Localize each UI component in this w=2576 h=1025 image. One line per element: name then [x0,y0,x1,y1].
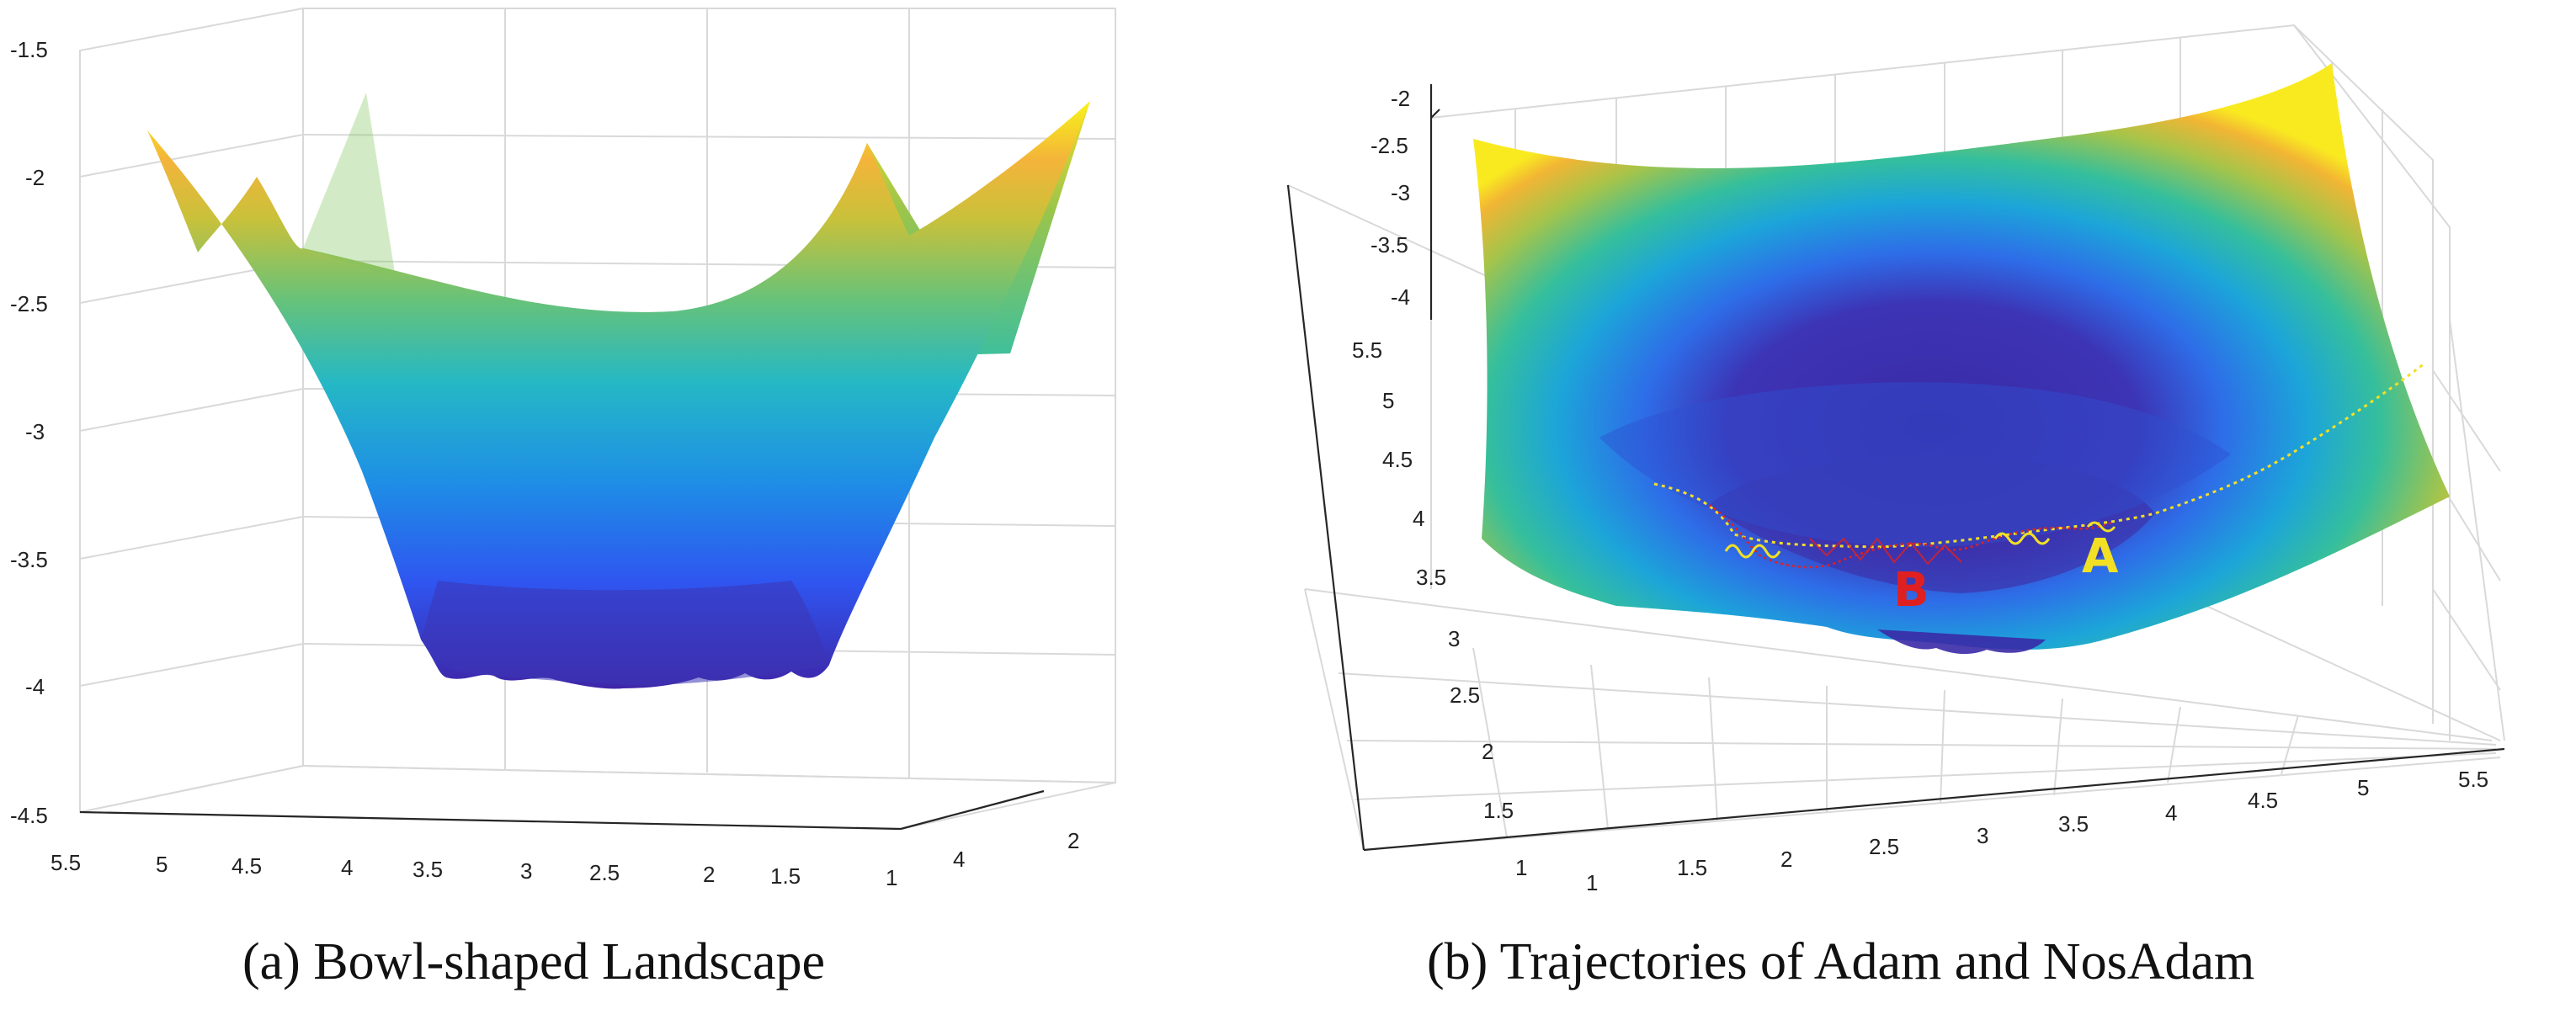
x-tick-label: 3 [520,858,532,884]
x-tick-label: 2 [1780,847,1792,872]
y-tick-label: 2 [1482,739,1493,764]
axes-a [79,789,1045,831]
x-tick-label: 1 [1586,870,1598,895]
z-tick-label: -2.5 [1370,133,1408,158]
z-tick-label: -3.5 [10,547,48,572]
chart-b: A B -2 -2.5 -3 -3.5 -4 5.5 5 4.5 4 3.5 3… [1237,0,2576,1025]
x-tick-label: 1 [886,865,897,890]
x-ticks-b: 1 1.5 2 2.5 3 3.5 4 4.5 5 5.5 [1586,767,2488,895]
z-tick-label: -3 [1391,180,1410,205]
surface-a [147,93,1090,689]
z-tick-label: -3.5 [1370,232,1408,258]
y-tick-label: 2.5 [1450,682,1480,708]
z-tick-label: -1.5 [10,37,48,62]
trajectory-adam [1708,503,2114,569]
y-ticks-b: 5.5 5 4.5 4 3.5 3 2.5 2 1.5 1 [1352,337,1527,880]
x-tick-label: 5 [156,852,168,877]
z-ticks-a: -1.5 -2 -2.5 -3 -3.5 -4 -4.5 [10,37,48,828]
y-ticks-a: 4 2 [953,828,1079,872]
trajectory-adam-osc [1809,537,1962,566]
x-tick-label: 4.5 [232,853,262,879]
chart-b-svg: A B -2 -2.5 -3 -3.5 -4 5.5 5 4.5 4 3.5 3… [1286,24,2505,895]
y-tick-label: 4.5 [1382,447,1413,472]
z-tick-label: -2 [25,165,45,190]
x-tick-label: 5.5 [2458,767,2488,792]
x-tick-label: 4 [341,855,353,880]
x-tick-label: 3.5 [412,857,443,882]
x-tick-label: 3.5 [2058,811,2089,836]
y-tick-label: 1 [1515,855,1527,880]
surface-b [1473,63,2450,655]
x-tick-label: 4.5 [2248,788,2278,813]
caption-a: (a) Bowl-shaped Landscape [242,933,826,990]
z-tick-label: -4.5 [10,803,48,828]
x-tick-label: 2.5 [589,860,620,885]
x-ticks-a: 5.5 5 4.5 4 3.5 3 2.5 2 1.5 1 [51,850,897,890]
y-tick-label: 1.5 [1483,798,1514,823]
annotation-a: A [2082,529,2119,584]
axes-b [1286,84,2505,852]
z-ticks-b: -2 -2.5 -3 -3.5 -4 [1370,86,1410,310]
annotations-b: A B [1893,529,2119,618]
x-tick-label: 3 [1977,823,1988,848]
z-tick-label: -2 [1391,86,1410,111]
x-tick-label: 4 [2165,800,2177,826]
chart-a: -1.5 -2 -2.5 -3 -3.5 -4 -4.5 5.5 5 4.5 4… [0,0,1162,1025]
z-tick-label: -4 [1391,284,1410,310]
y-tick-label: 3.5 [1416,565,1446,590]
z-tick-label: -3 [25,419,45,444]
chart-a-svg: -1.5 -2 -2.5 -3 -3.5 -4 -4.5 5.5 5 4.5 4… [10,7,1116,890]
trajectory-nosadam [1653,362,2425,549]
x-tick-label: 5.5 [51,850,81,875]
x-tick-label: 1.5 [770,863,801,889]
caption-b: (b) Trajectories of Adam and NosAdam [1427,933,2255,990]
z-tick-label: -4 [25,674,45,699]
annotation-b: B [1893,563,1929,618]
x-tick-label: 1.5 [1677,855,1707,880]
trajectories-b [1653,362,2425,569]
y-tick-label: 2 [1067,828,1079,853]
trajectory-nosadam-loops [1724,521,2116,559]
y-tick-label: 4 [953,847,965,872]
x-tick-label: 2 [703,862,715,887]
z-tick-label: -2.5 [10,291,48,316]
y-tick-label: 5.5 [1352,337,1382,363]
y-tick-label: 3 [1448,626,1460,651]
x-tick-label: 2.5 [1869,834,1899,859]
y-tick-label: 5 [1382,388,1394,413]
x-tick-label: 5 [2357,775,2369,800]
y-tick-label: 4 [1413,506,1424,531]
